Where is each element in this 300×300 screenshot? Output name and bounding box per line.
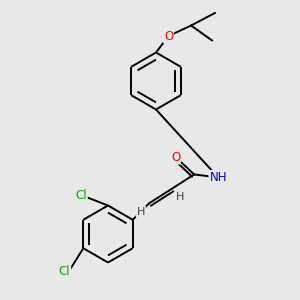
Text: Cl: Cl <box>75 189 87 202</box>
Text: Cl: Cl <box>58 265 70 278</box>
Text: H: H <box>136 207 145 217</box>
Text: H: H <box>176 192 184 202</box>
Text: NH: NH <box>209 171 227 184</box>
Text: O: O <box>171 151 180 164</box>
Text: O: O <box>164 29 173 43</box>
